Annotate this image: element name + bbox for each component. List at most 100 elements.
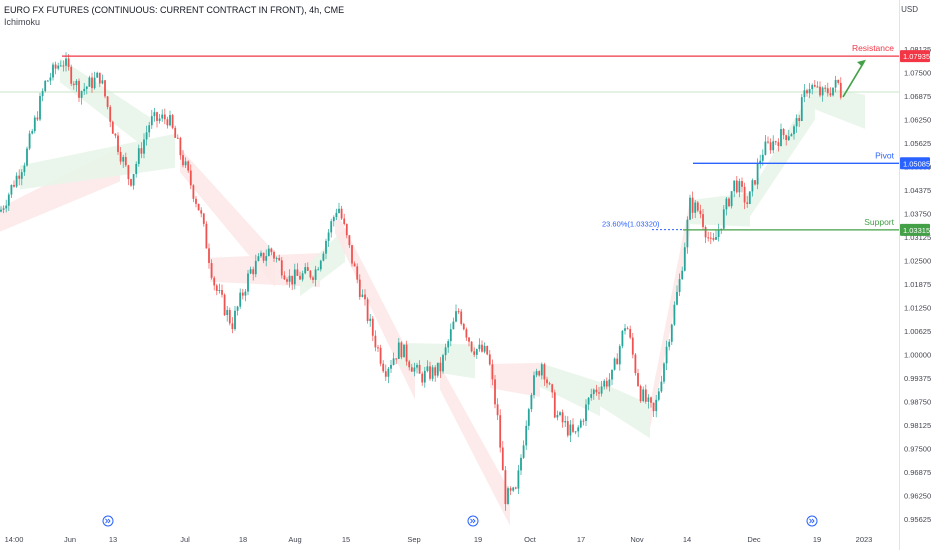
candle-body xyxy=(790,134,793,137)
candle-body xyxy=(278,257,281,261)
candle xyxy=(595,384,598,396)
candles xyxy=(0,52,842,511)
candle-body xyxy=(319,260,322,270)
candle xyxy=(249,266,252,275)
candle xyxy=(764,135,767,156)
candle xyxy=(434,365,437,382)
candle xyxy=(608,373,611,392)
candle xyxy=(291,275,294,290)
candle xyxy=(70,64,73,87)
candle-body xyxy=(754,180,756,185)
candle xyxy=(634,352,637,376)
candle-body xyxy=(137,148,140,164)
candle-body xyxy=(647,397,650,402)
candle xyxy=(286,277,288,285)
candle-body xyxy=(629,329,632,338)
price-tick-label: 1.01250 xyxy=(904,304,931,313)
price-tick-label: 1.03125 xyxy=(904,233,931,242)
candle xyxy=(10,184,13,198)
candle-body xyxy=(759,160,762,164)
candle-body xyxy=(439,362,442,372)
candle xyxy=(462,322,465,331)
candle xyxy=(382,360,385,373)
time-axis: 14:00 Jun 13 Jul 18 Aug 15 Sep 19 Oct 17 Nov 14 Dec 19… xyxy=(5,535,873,544)
candle-body xyxy=(340,208,343,219)
candle-body xyxy=(681,270,684,280)
candle xyxy=(468,336,470,347)
candle xyxy=(587,396,590,411)
candle xyxy=(676,285,678,306)
indicator-label[interactable]: Ichimoku xyxy=(4,17,41,27)
candle xyxy=(457,308,460,315)
candle-body xyxy=(299,275,301,280)
candle xyxy=(260,250,262,258)
candle-body xyxy=(530,395,533,410)
candle-body xyxy=(223,294,226,316)
candle-body xyxy=(808,89,811,94)
candle xyxy=(301,270,304,282)
chart-title: EURO FX FUTURES (CONTINUOUS: CURRENT CON… xyxy=(4,5,345,15)
candle-body xyxy=(361,294,364,297)
candle-body xyxy=(707,237,710,239)
candle-body xyxy=(514,487,517,489)
candle xyxy=(522,440,525,459)
candle-body xyxy=(304,267,307,274)
candle xyxy=(592,388,595,400)
candle-body xyxy=(296,269,299,276)
candle-body xyxy=(31,131,34,134)
candle xyxy=(514,486,517,490)
candle-body xyxy=(709,237,712,239)
candle-body xyxy=(650,397,652,403)
candle xyxy=(689,194,691,221)
price-tick-label: 0.99375 xyxy=(904,374,931,383)
candle xyxy=(338,202,340,214)
candle xyxy=(839,77,842,100)
candle-body xyxy=(306,267,309,271)
candle xyxy=(377,345,379,353)
candle xyxy=(442,353,444,374)
candle xyxy=(83,82,86,96)
candle xyxy=(611,369,613,386)
cloud-segment xyxy=(300,227,345,297)
candle-body xyxy=(314,269,317,280)
candle-body xyxy=(174,127,177,138)
candle xyxy=(431,364,434,382)
candle xyxy=(267,244,270,257)
candle-body xyxy=(197,203,200,211)
candle xyxy=(449,323,452,347)
candle-body xyxy=(397,342,400,359)
candle xyxy=(475,348,478,359)
candle-body xyxy=(585,404,587,422)
time-tick-label: Dec xyxy=(747,535,761,544)
candle xyxy=(548,381,551,386)
candle xyxy=(182,150,184,168)
candle xyxy=(746,195,749,208)
candle xyxy=(335,208,338,220)
candle-body xyxy=(447,341,450,348)
candle-body xyxy=(509,488,512,491)
candle-body xyxy=(260,252,262,257)
candle-body xyxy=(816,86,819,88)
candle xyxy=(7,192,10,211)
candle-body xyxy=(70,66,73,84)
candle-body xyxy=(512,487,515,491)
cloud-segment xyxy=(20,133,175,190)
candle-body xyxy=(540,364,543,376)
candle-body xyxy=(247,273,249,292)
candle-body xyxy=(395,358,398,360)
candle xyxy=(62,60,65,72)
candle-body xyxy=(202,213,205,224)
candle-body xyxy=(543,364,546,380)
candle xyxy=(806,88,808,97)
candle xyxy=(811,83,814,95)
candle-body xyxy=(228,310,231,324)
candle-body xyxy=(39,96,41,120)
candle xyxy=(59,60,62,67)
candle xyxy=(564,415,567,428)
cloud-segment xyxy=(440,365,510,526)
candle xyxy=(813,80,816,88)
candle xyxy=(96,71,99,78)
candle xyxy=(816,81,819,88)
